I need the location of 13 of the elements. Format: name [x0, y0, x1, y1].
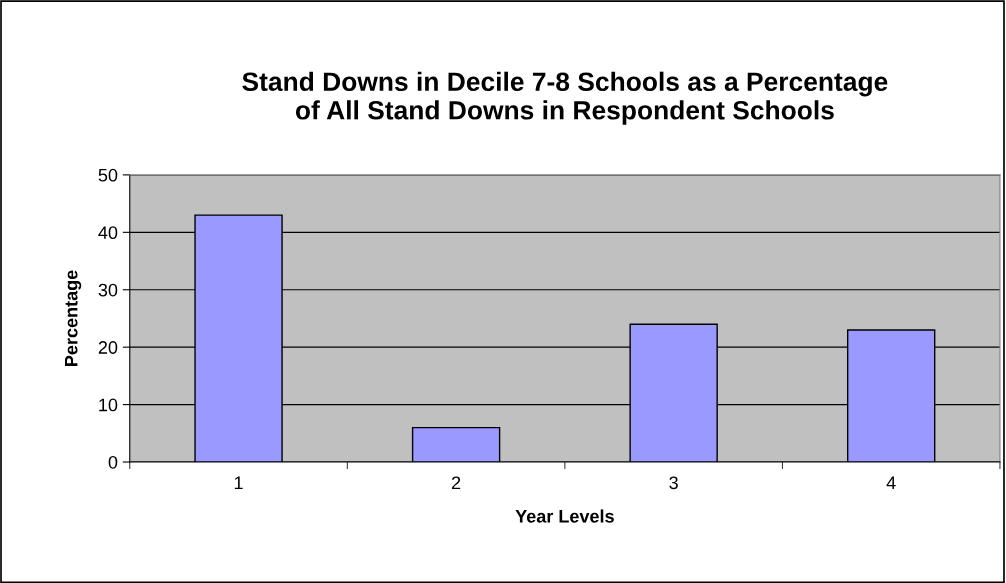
x-tick-label: 4 — [886, 476, 896, 489]
y-axis-title: Percentage — [64, 270, 82, 366]
y-tick-label: 40 — [98, 226, 118, 240]
x-tick-label: 2 — [451, 476, 461, 489]
y-tick-label: 20 — [98, 341, 118, 354]
x-axis-title: Year Levels — [515, 509, 614, 523]
y-tick-label: 50 — [98, 168, 118, 182]
x-tick-label: 1 — [234, 476, 243, 489]
chart-title: Stand Downs in Decile 7-8 Schools as a Percentage of All Stand Downs in Respondent Schools — [242, 71, 888, 125]
x-tick-label: 3 — [669, 476, 678, 490]
y-tick-label: 0 — [108, 455, 118, 469]
y-tick-label: 10 — [99, 398, 118, 412]
y-tick-label: 30 — [98, 283, 118, 297]
